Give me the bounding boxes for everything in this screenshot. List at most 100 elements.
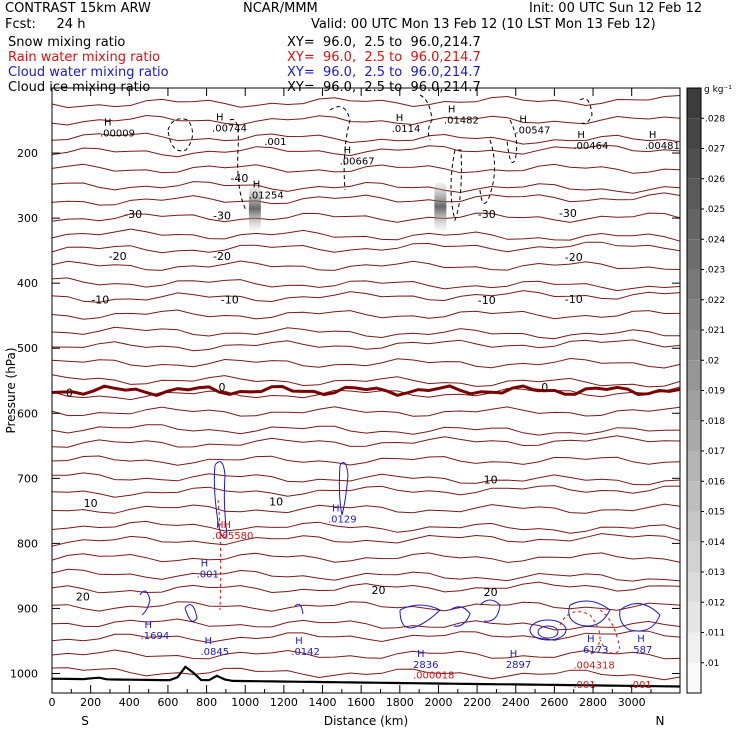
isentrope-line bbox=[51, 163, 681, 174]
x-tick-label: 2200 bbox=[463, 696, 491, 709]
isotherm-zero bbox=[51, 384, 681, 397]
isotherm-label: 20 bbox=[484, 586, 498, 599]
x-tick-label: 2400 bbox=[502, 696, 530, 709]
extremum-value: .00667 bbox=[340, 157, 375, 168]
init-time: Init: 00 UTC Sun 12 Feb 12 bbox=[529, 1, 703, 16]
extremum-value: .00009 bbox=[100, 129, 135, 140]
cloud-ice-contour bbox=[579, 98, 593, 124]
rain-water-contour bbox=[599, 609, 621, 654]
isotherm-label: -20 bbox=[109, 250, 127, 263]
colorbar-segment bbox=[687, 632, 701, 663]
y-tick-label: 500 bbox=[17, 342, 38, 355]
field-xy-rain: XY= 96.0, 2.5 to 96.0,214.7 bbox=[287, 50, 481, 65]
colorbar-unit: g kg⁻¹ bbox=[704, 85, 732, 95]
cloud-ice-contour bbox=[167, 118, 193, 152]
x-axis-label: Distance (km) bbox=[324, 714, 408, 728]
extremum-mark: H bbox=[396, 113, 404, 124]
isotherm-label: 0 bbox=[541, 381, 548, 394]
extremum-value: .004318 bbox=[573, 661, 614, 672]
isotherm-label: -20 bbox=[213, 250, 231, 263]
x-tick-label: 1600 bbox=[347, 696, 375, 709]
colorbar-tick-label: .013 bbox=[705, 568, 725, 578]
colorbar-segment bbox=[687, 481, 701, 512]
extremum-mark: H bbox=[216, 112, 224, 123]
isentrope-line bbox=[51, 374, 681, 388]
isentrope-line bbox=[51, 212, 681, 223]
colorbar-tick-label: .026 bbox=[705, 175, 725, 185]
snow-shaded-column bbox=[248, 185, 261, 232]
isotherm-label: 10 bbox=[484, 474, 498, 487]
colorbar-tick-label: .016 bbox=[705, 477, 725, 487]
snow-shaded-column bbox=[434, 182, 447, 232]
colorbar-segment bbox=[687, 209, 701, 240]
colorbar-segment bbox=[687, 451, 701, 482]
forecast-hour: Fcst: 24 h bbox=[5, 17, 86, 32]
cloud-water-contour bbox=[619, 603, 661, 632]
colorbar-segment bbox=[687, 662, 701, 693]
cloud-water-contour bbox=[294, 603, 304, 615]
x-tick-label: 800 bbox=[196, 696, 217, 709]
colorbar-tick-label: .024 bbox=[705, 235, 725, 245]
extremum-mark: H bbox=[510, 649, 518, 660]
extremum-mark: H bbox=[104, 118, 112, 129]
isentrope-line bbox=[51, 503, 681, 514]
y-tick-label: 200 bbox=[17, 147, 38, 160]
y-tick-label: 700 bbox=[17, 472, 38, 485]
extremum-mark: H bbox=[145, 620, 153, 631]
x-tick-label: 600 bbox=[157, 696, 178, 709]
isotherm-label: -10 bbox=[221, 293, 239, 306]
extremum-mark: H bbox=[295, 636, 303, 647]
cloud-ice-contour bbox=[419, 94, 433, 141]
extremum-value: .001 bbox=[573, 680, 595, 691]
isotherm-label: 20 bbox=[76, 591, 90, 604]
colorbar-segment bbox=[687, 541, 701, 572]
x-tick-label: 0 bbox=[49, 696, 56, 709]
colorbar-segment bbox=[687, 148, 701, 179]
isotherm-label: -30 bbox=[124, 208, 142, 221]
colorbar-segment bbox=[687, 178, 701, 209]
isentrope-line bbox=[51, 277, 681, 292]
isotherm-label: -30 bbox=[213, 210, 231, 223]
extremum-value: .00744 bbox=[212, 123, 247, 134]
rain-water-contour bbox=[217, 499, 222, 611]
colorbar-segment bbox=[687, 330, 701, 361]
isotherm-label: -10 bbox=[478, 294, 496, 307]
source-label: NCAR/MMM bbox=[243, 1, 318, 16]
rain-water-contour bbox=[559, 611, 601, 656]
colorbar-segment bbox=[687, 269, 701, 300]
field-xy-snow: XY= 96.0, 2.5 to 96.0,214.7 bbox=[287, 35, 481, 50]
chart-title: CONTRAST 15km ARW bbox=[5, 1, 151, 16]
isentrope-line bbox=[51, 339, 681, 352]
y-tick-label: 900 bbox=[17, 602, 38, 615]
isentrope-line bbox=[51, 260, 681, 271]
isentrope-line bbox=[51, 357, 681, 369]
isentrope-line bbox=[51, 618, 681, 631]
cloud-ice-contour bbox=[329, 106, 351, 191]
isotherm-label: -40 bbox=[230, 172, 248, 185]
colorbar-tick-label: .019 bbox=[705, 387, 725, 397]
field-xy-cloudwater: XY= 96.0, 2.5 to 96.0,214.7 bbox=[287, 65, 481, 80]
extremum-value: .0129 bbox=[328, 514, 357, 525]
cloud-water-contour bbox=[213, 461, 228, 538]
y-tick-label: 800 bbox=[17, 537, 38, 550]
terrain-line bbox=[50, 665, 681, 688]
isotherm-label: -30 bbox=[478, 208, 496, 221]
x-tick-label: 1000 bbox=[231, 696, 259, 709]
colorbar-tick-label: .023 bbox=[705, 266, 725, 276]
extremum-value: .1694 bbox=[141, 631, 170, 642]
extremum-value: .001 bbox=[264, 137, 286, 148]
cloud-water-contour bbox=[529, 619, 567, 641]
extremum-value: 2836 bbox=[413, 660, 438, 671]
extremum-value: 6173 bbox=[583, 645, 608, 656]
isentrope-line bbox=[51, 520, 681, 534]
isentrope-line bbox=[51, 406, 681, 417]
x-end-label-south: S bbox=[81, 714, 89, 728]
isentrope-line bbox=[51, 435, 681, 448]
extremum-mark: H bbox=[637, 634, 645, 645]
isentrope-line bbox=[51, 667, 681, 681]
cloud-water-contour bbox=[568, 600, 611, 627]
colorbar-segment bbox=[687, 299, 701, 330]
isotherm-label: -20 bbox=[565, 251, 583, 264]
x-tick-label: 400 bbox=[119, 696, 140, 709]
extremum-value: .000018 bbox=[413, 670, 454, 681]
